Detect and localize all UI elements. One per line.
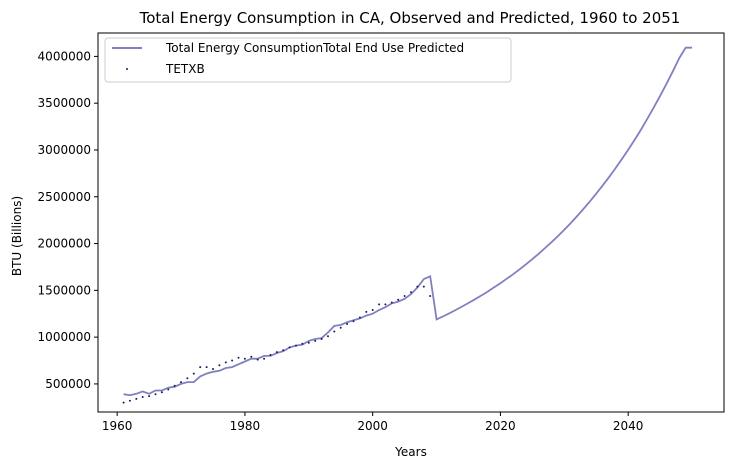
tetxb-point (160, 391, 163, 394)
legend-box (104, 37, 512, 83)
tetxb-point (224, 361, 227, 364)
tetxb-point (410, 291, 412, 294)
tetxb-point (275, 351, 278, 354)
tetxb-point (307, 341, 310, 344)
y-tick-label: 1500000 (38, 283, 91, 297)
tetxb-point (237, 356, 240, 359)
legend: Total Energy ConsumptionTotal End Use Pr… (104, 37, 512, 83)
tetxb-point (269, 353, 272, 356)
tetxb-point (250, 355, 253, 358)
tetxb-point (403, 295, 406, 297)
x-axis-label: Years (394, 445, 427, 459)
tetxb-point (314, 339, 317, 342)
y-axis-label: BTU (Billions) (10, 196, 24, 276)
y-tick-label: 2000000 (38, 237, 91, 251)
x-ticks: 1960 1980 2000 2020 2040 (102, 412, 644, 433)
tetxb-point (339, 326, 342, 329)
tetxb-point (141, 396, 144, 398)
tetxb-point (180, 381, 182, 384)
tetxb-point (128, 399, 131, 402)
tetxb-point (192, 372, 195, 375)
legend-label-tetxb: TETXB (165, 62, 205, 76)
tetxb-point (173, 384, 176, 387)
tetxb-point (422, 285, 425, 288)
tetxb-point (231, 359, 234, 362)
tetxb-point (135, 397, 138, 400)
tetxb-point (397, 298, 400, 301)
tetxb-point (371, 309, 374, 311)
tetxb-point (199, 366, 202, 369)
chart-title: Total Energy Consumption in CA, Observed… (139, 9, 681, 27)
tetxb-point (263, 357, 266, 360)
tetxb-point (282, 349, 285, 352)
tetxb-point (288, 346, 291, 349)
tetxb-point (384, 303, 387, 306)
tetxb-point (295, 344, 297, 347)
x-tick-label: 1980 (230, 419, 261, 433)
tetxb-point (154, 393, 157, 396)
tetxb-point (333, 330, 336, 333)
y-tick-label: 1000000 (38, 330, 91, 344)
tetxb-point (352, 320, 355, 323)
y-tick-label: 2500000 (38, 190, 91, 204)
plot-area (122, 46, 693, 404)
x-tick-label: 2040 (613, 419, 644, 433)
y-tick-label: 4000000 (38, 49, 91, 63)
legend-point-swatch (126, 68, 128, 70)
tetxb-point (205, 366, 208, 369)
tetxb-point (148, 395, 151, 398)
tetxb-point (301, 342, 304, 345)
y-tick-label: 3500000 (38, 96, 91, 110)
y-ticks: 500000 1000000 1500000 2000000 2500000 300000… (38, 49, 98, 391)
tetxb-point (186, 377, 189, 380)
x-tick-label: 2020 (485, 419, 516, 433)
tetxb-point (256, 358, 259, 361)
y-tick-label: 500000 (45, 377, 91, 391)
x-tick-label: 1960 (102, 419, 133, 433)
legend-label-predicted: Total Energy ConsumptionTotal End Use Pr… (165, 41, 464, 55)
tetxb-point (167, 388, 170, 391)
tetxb-point (429, 295, 432, 297)
plot-frame (97, 32, 725, 413)
tetxb-point (243, 357, 246, 360)
x-tick-label: 2000 (357, 419, 388, 433)
tetxb-point (122, 401, 125, 404)
tetxb-point (358, 316, 361, 319)
predicted-line (123, 46, 693, 397)
y-tick-label: 3000000 (38, 143, 91, 157)
tetxb-point (212, 368, 214, 370)
tetxb-point (320, 338, 323, 340)
tetxb-point (416, 285, 419, 288)
tetxb-point (390, 301, 393, 304)
tetxb-point (218, 364, 221, 367)
tetxb-point (346, 323, 349, 325)
tetxb-point (327, 335, 329, 338)
tetxb-point (378, 303, 381, 306)
tetxb-point (365, 310, 368, 313)
